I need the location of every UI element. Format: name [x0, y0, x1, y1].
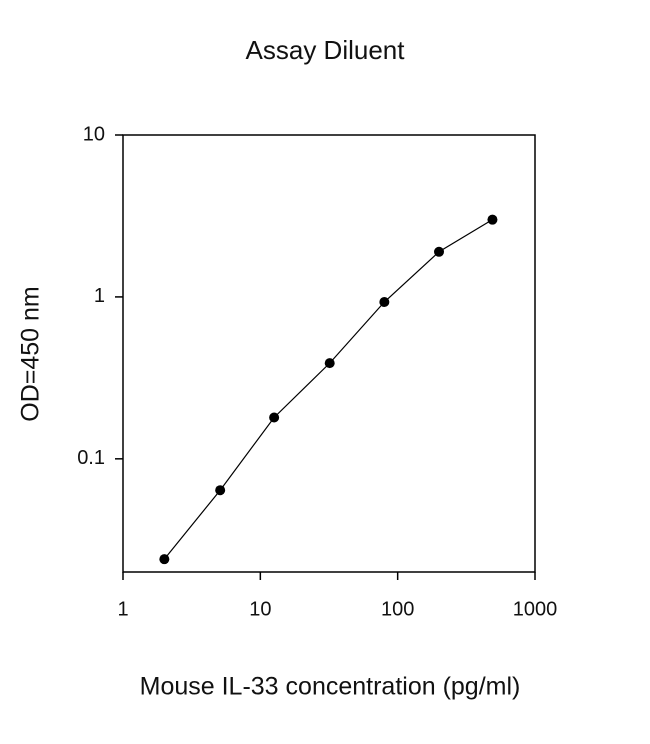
- data-point: [269, 412, 280, 423]
- x-tick-label: 100: [381, 598, 414, 620]
- data-point: [215, 485, 226, 496]
- plot-frame: [122, 134, 536, 573]
- series-line: [163, 219, 493, 560]
- chart-title: Assay Diluent: [246, 35, 406, 65]
- x-tick-label: 1: [117, 598, 128, 620]
- data-point: [487, 214, 498, 225]
- x-tick-label: 10: [249, 598, 271, 620]
- y-tick-label: 1: [94, 285, 105, 307]
- y-tick-label: 0.1: [77, 447, 105, 469]
- x-tick-label: 1000: [513, 598, 558, 620]
- data-point: [379, 297, 390, 308]
- data-point: [159, 554, 170, 565]
- data-point: [434, 246, 445, 257]
- y-tick-label: 10: [83, 123, 105, 145]
- x-axis-label: Mouse IL-33 concentration (pg/ml): [140, 673, 521, 701]
- data-point: [324, 358, 335, 369]
- y-axis-label: OD=450 nm: [17, 286, 45, 422]
